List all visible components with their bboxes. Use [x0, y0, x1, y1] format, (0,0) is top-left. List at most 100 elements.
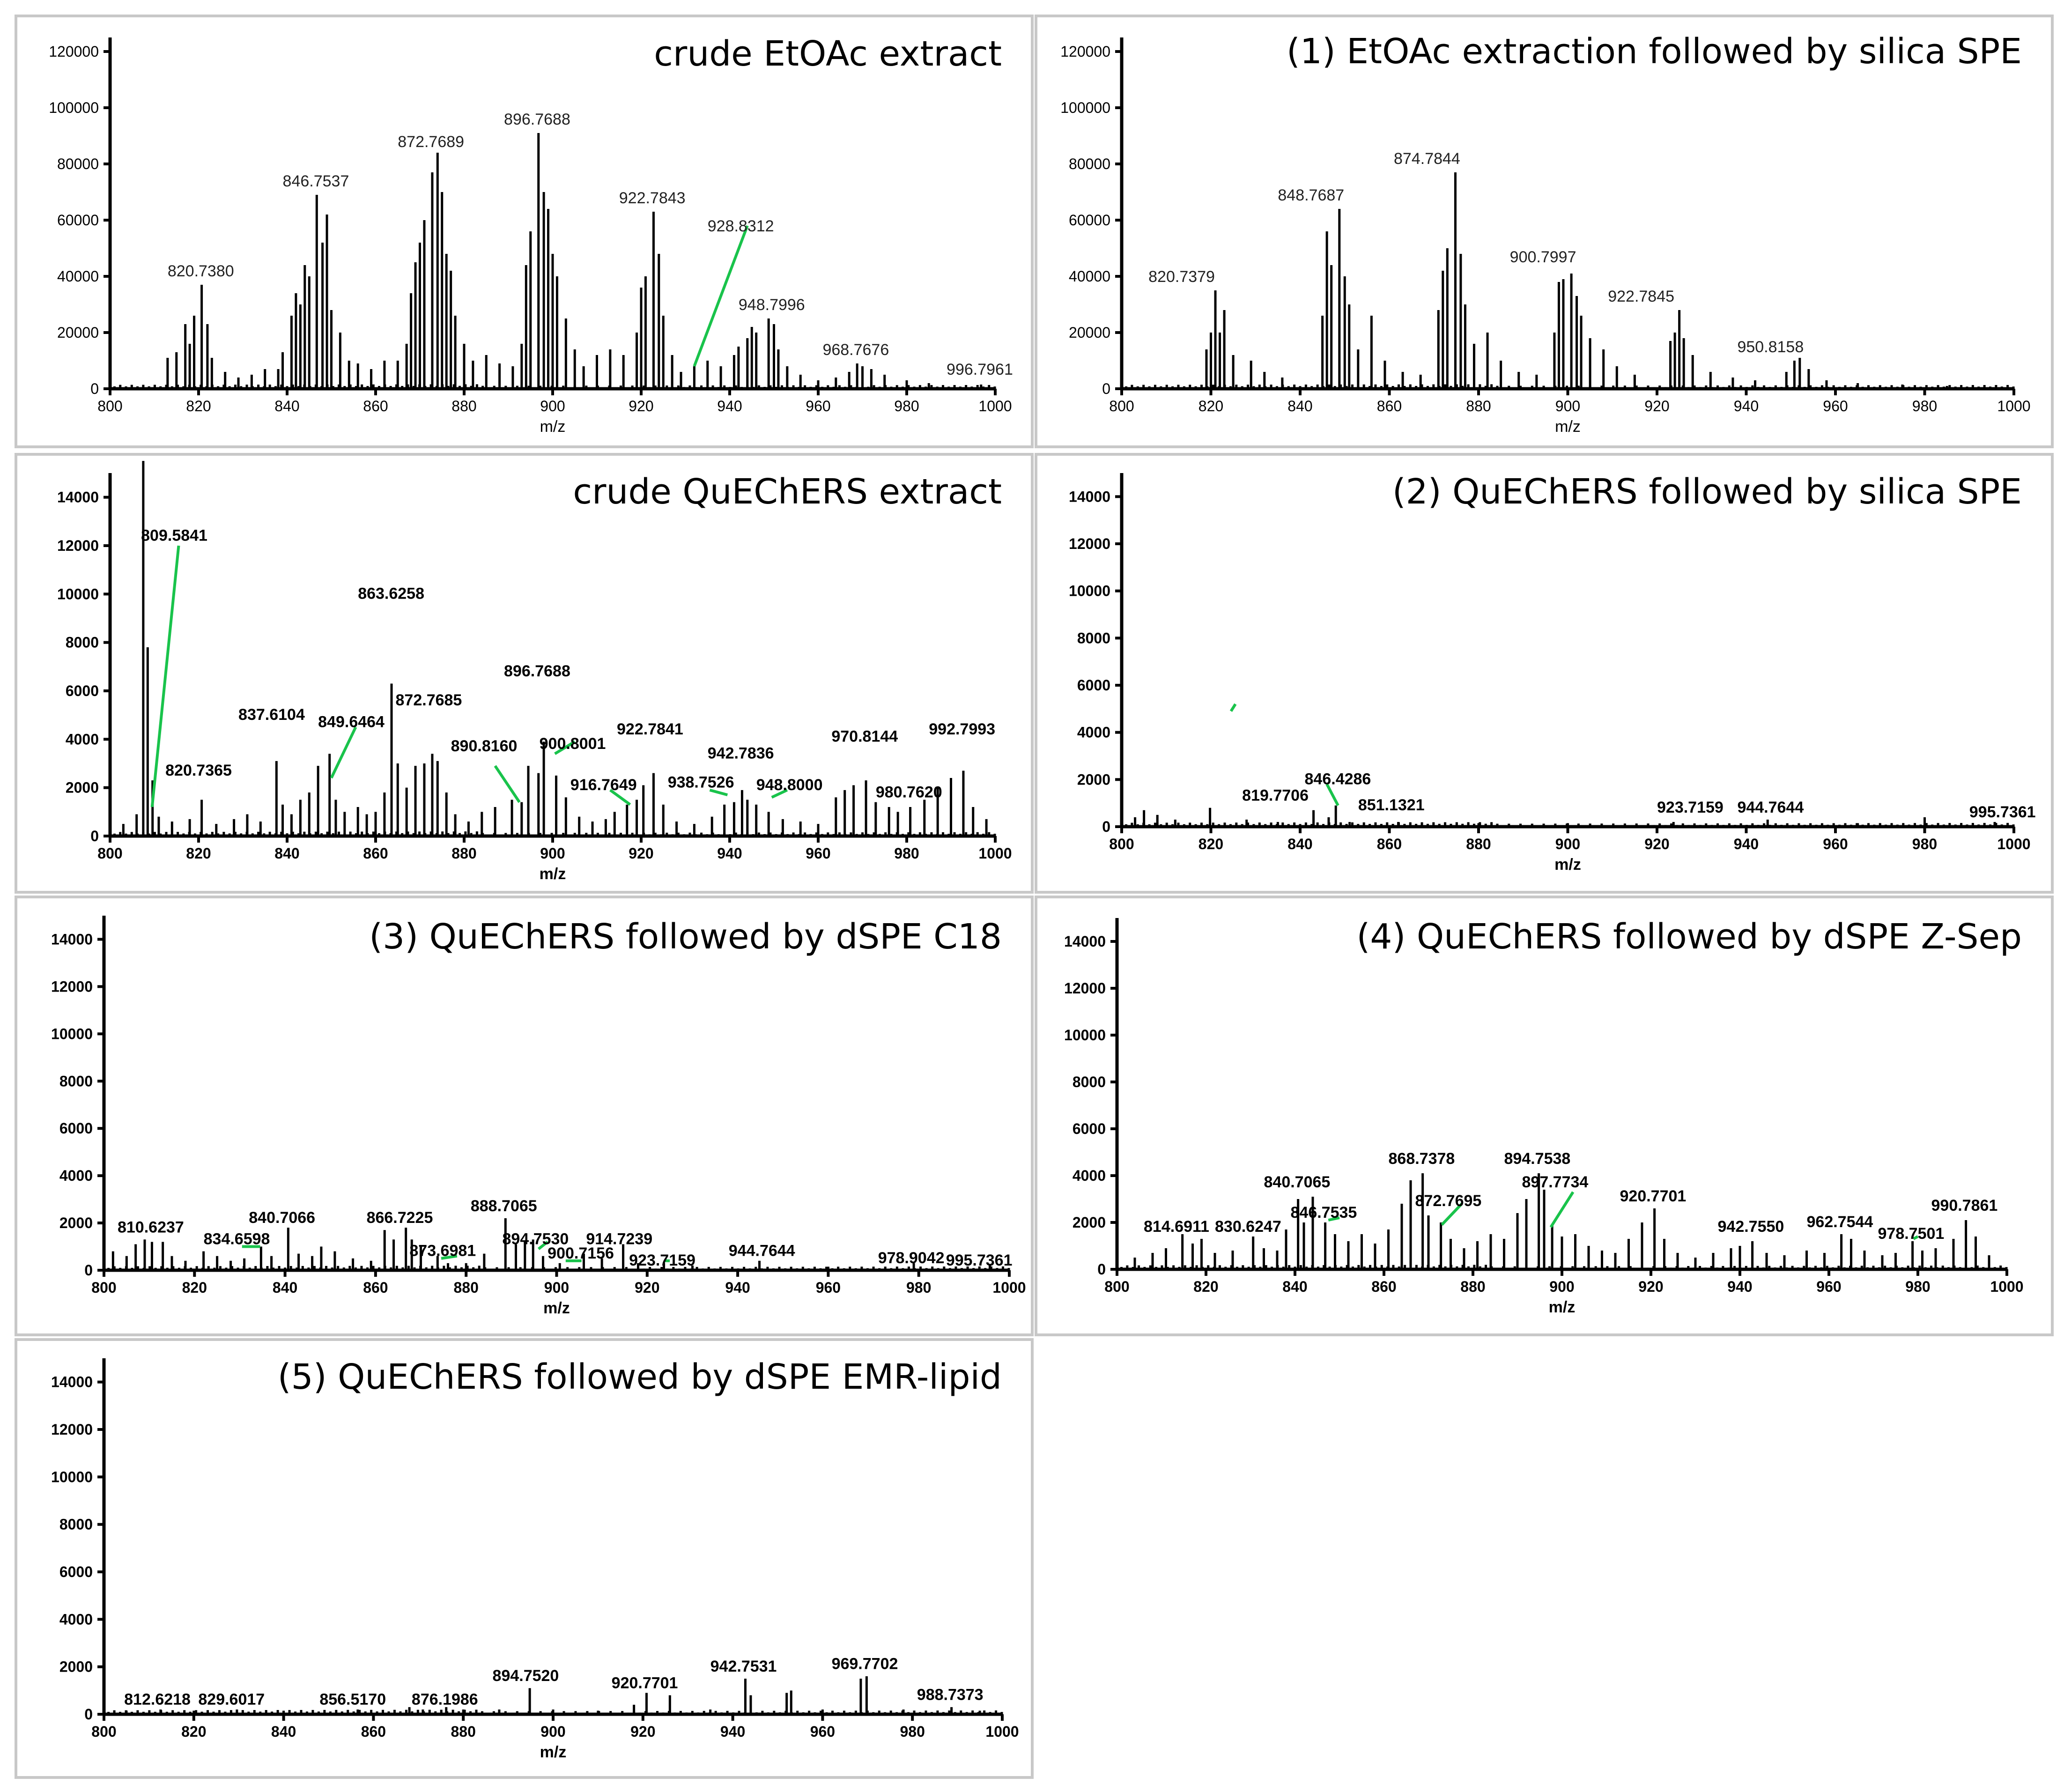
peak-leader-line	[330, 726, 357, 779]
x-tick-label: 880	[454, 1279, 479, 1296]
panel-title: (1) EtOAc extraction followed by silica …	[1287, 31, 2022, 72]
peak-label: 872.7685	[396, 691, 462, 709]
x-axis-label: m/z	[540, 418, 566, 436]
peak-leader-line	[1328, 1216, 1340, 1222]
x-tick-label: 1000	[978, 398, 1012, 415]
x-tick-label: 960	[806, 398, 830, 415]
peak-leader-line	[150, 545, 180, 807]
y-tick-label: 8000	[59, 1073, 93, 1089]
y-tick-label: 0	[1102, 818, 1110, 835]
peak-label: 922.7843	[619, 189, 686, 207]
x-tick-label: 840	[273, 1279, 297, 1296]
x-tick-label: 800	[1104, 1278, 1129, 1295]
y-tick-label: 40000	[1069, 268, 1110, 285]
peak-label: 840.7066	[249, 1209, 315, 1227]
x-tick-label: 860	[363, 1279, 388, 1296]
peak-label: 846.7537	[283, 172, 349, 190]
y-tick-label: 14000	[51, 1374, 93, 1391]
peak-label: 928.8312	[708, 217, 774, 235]
panel-title: (4) QuEChERS followed by dSPE Z-Sep	[1357, 917, 2022, 957]
x-tick-label: 860	[1377, 836, 1402, 852]
y-tick-label: 100000	[49, 99, 99, 116]
x-tick-label: 1000	[1997, 398, 2030, 415]
y-tick-label: 20000	[1069, 324, 1110, 341]
x-tick-label: 880	[451, 845, 476, 862]
peak-label: 873.6981	[409, 1242, 476, 1260]
peak-label: 962.7544	[1807, 1213, 1873, 1231]
x-tick-label: 900	[1555, 398, 1580, 415]
x-axis-label: m/z	[543, 1299, 570, 1317]
y-tick-label: 6000	[59, 1120, 93, 1137]
peak-label: 900.7997	[1510, 248, 1576, 266]
peak-leader-line	[709, 788, 728, 797]
x-tick-label: 840	[274, 845, 299, 862]
peak-label: 829.6017	[198, 1691, 265, 1709]
y-tick-label: 40000	[57, 268, 99, 285]
x-tick-label: 860	[363, 845, 388, 862]
x-tick-label: 960	[1823, 836, 1848, 852]
x-tick-label: 860	[1371, 1278, 1396, 1295]
peak-leader-line	[771, 789, 788, 799]
peak-leader-line	[1549, 1191, 1575, 1228]
peak-label: 834.6598	[204, 1230, 270, 1248]
peak-label: 894.7538	[1504, 1150, 1571, 1168]
x-axis-label: m/z	[540, 865, 566, 883]
peak-label: 978.9042	[878, 1249, 945, 1267]
x-tick-label: 980	[1912, 398, 1937, 415]
peak-label: 846.4286	[1305, 770, 1371, 788]
peak-label: 988.7373	[917, 1686, 984, 1704]
x-tick-label: 880	[451, 398, 476, 415]
x-tick-label: 900	[1549, 1278, 1574, 1295]
x-tick-label: 920	[630, 1723, 655, 1740]
peak-leader-line	[1913, 1235, 1919, 1240]
y-tick-label: 80000	[57, 156, 99, 172]
peak-label: 938.7526	[668, 774, 734, 792]
x-tick-label: 880	[1466, 836, 1491, 852]
peak-label: 894.7520	[493, 1667, 559, 1685]
y-tick-label: 10000	[57, 585, 99, 602]
x-tick-label: 940	[720, 1723, 745, 1740]
peak-label: 992.7993	[929, 720, 995, 738]
x-tick-label: 820	[1198, 398, 1223, 415]
x-tick-label: 900	[540, 398, 565, 415]
x-tick-label: 1000	[992, 1279, 1026, 1296]
x-tick-label: 980	[906, 1279, 931, 1296]
peak-label: 914.7239	[586, 1230, 652, 1248]
x-tick-label: 800	[1109, 836, 1134, 852]
x-tick-label: 840	[1287, 836, 1312, 852]
y-tick-label: 12000	[1069, 535, 1110, 552]
x-tick-label: 920	[635, 1279, 659, 1296]
x-tick-label: 820	[182, 1279, 207, 1296]
panel-title: (5) QuEChERS followed by dSPE EMR-lipid	[278, 1357, 1002, 1397]
peak-label: 840.7065	[1264, 1173, 1331, 1191]
peak-label: 896.7688	[504, 662, 570, 680]
x-tick-label: 920	[629, 398, 653, 415]
peak-label: 810.6237	[118, 1218, 184, 1236]
peak-label: 942.7531	[710, 1658, 777, 1675]
peak-label: 866.7225	[367, 1209, 433, 1227]
x-tick-label: 860	[361, 1723, 386, 1740]
y-tick-label: 6000	[59, 1563, 93, 1580]
x-tick-label: 920	[1644, 836, 1669, 852]
peak-label: 968.7676	[822, 341, 889, 359]
y-tick-label: 14000	[1064, 933, 1106, 950]
peak-label: 820.7365	[165, 762, 232, 779]
peak-label: 874.7844	[1394, 150, 1460, 168]
peak-label: 920.7701	[612, 1674, 678, 1692]
x-tick-label: 920	[1638, 1278, 1663, 1295]
peak-label: 916.7649	[570, 776, 637, 794]
peak-leader-line	[1229, 703, 1237, 712]
peak-label: 944.7644	[1737, 799, 1804, 816]
peak-leader-line	[441, 1254, 458, 1260]
x-tick-label: 1000	[1990, 1278, 2023, 1295]
peak-label: 897.7734	[1522, 1173, 1589, 1191]
panel-title: (2) QuEChERS followed by silica SPE	[1392, 472, 2022, 512]
x-tick-label: 800	[97, 398, 122, 415]
x-tick-label: 920	[1644, 398, 1669, 415]
peak-label: 969.7702	[832, 1655, 898, 1673]
peak-label: 820.7380	[168, 262, 234, 280]
y-tick-label: 120000	[1060, 43, 1110, 60]
x-axis-label: m/z	[1554, 856, 1581, 874]
y-tick-label: 12000	[57, 537, 99, 554]
